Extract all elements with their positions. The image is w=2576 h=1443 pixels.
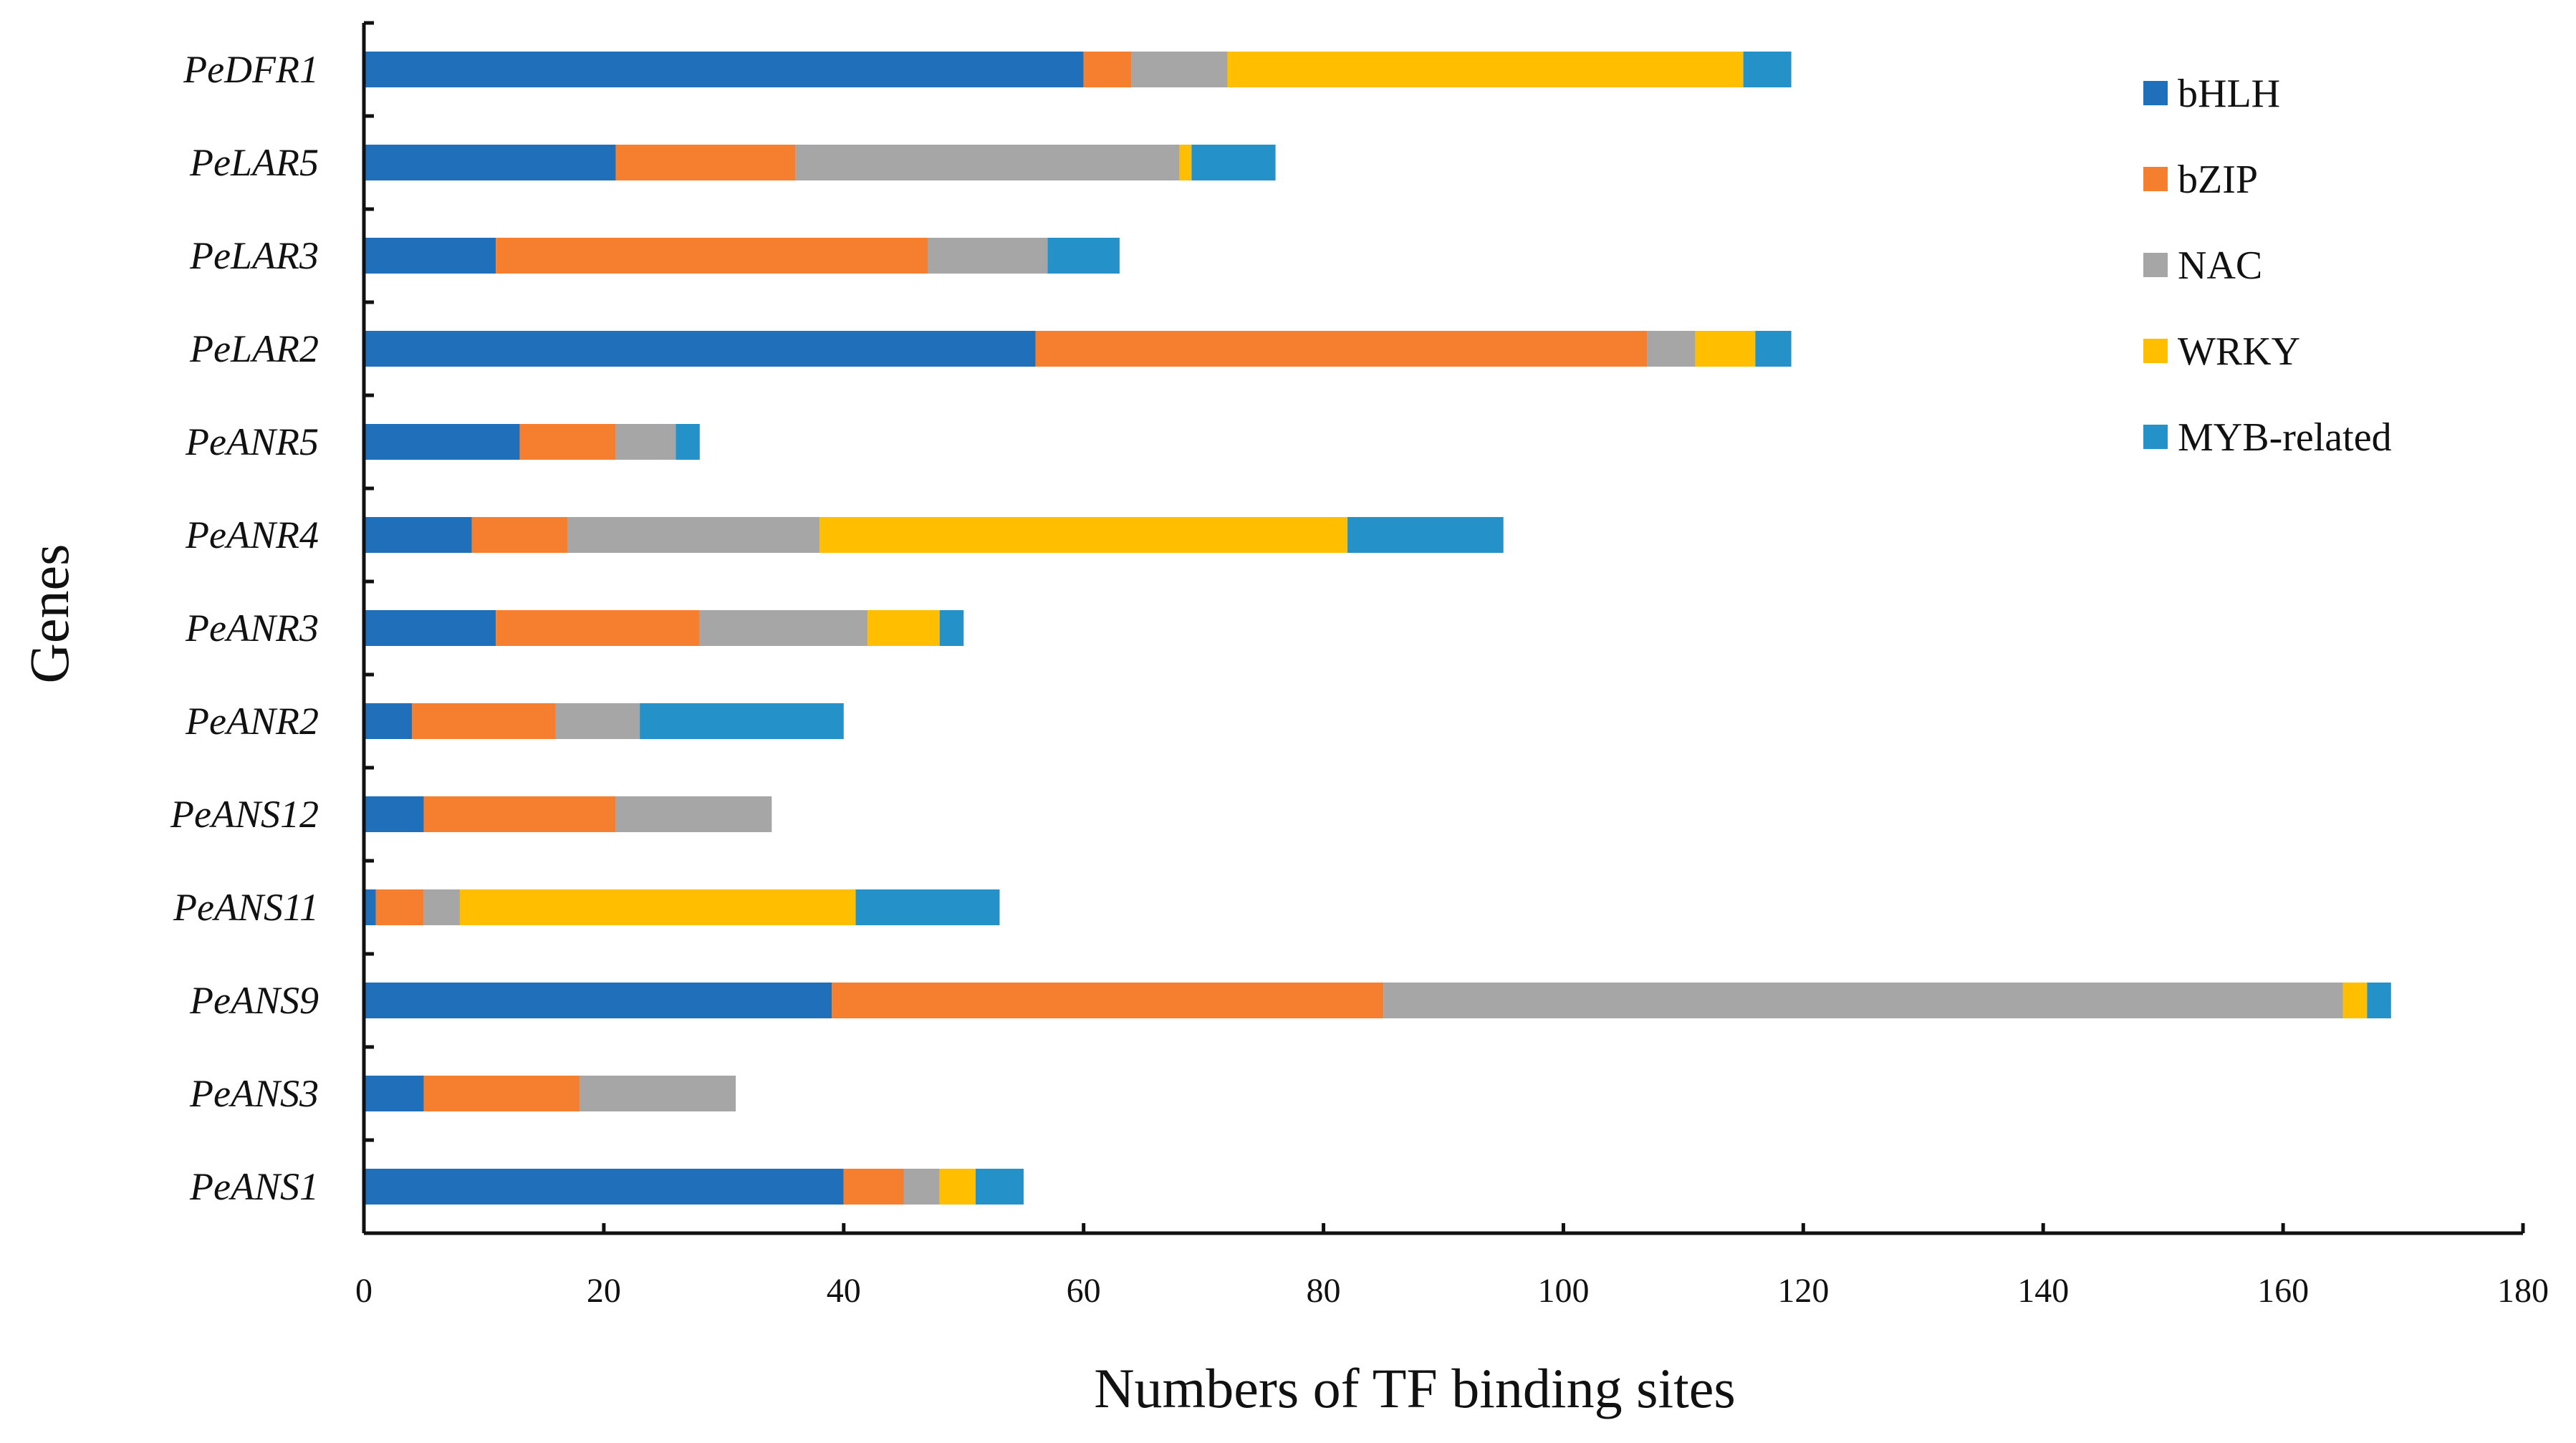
legend: bHLH bZIP NAC WRKY MYB-related (2143, 72, 2392, 460)
bar-PeANR4-bHLH (364, 517, 472, 553)
bar-PeANR2-MYB-related (640, 703, 844, 739)
bar-PeANR5-MYB-related (676, 424, 700, 460)
gene-label-PeANS3: PeANS3 (189, 1072, 319, 1115)
x-tick-label-120: 120 (1777, 1272, 1829, 1310)
legend-swatch-bHLH (2143, 81, 2168, 105)
bar-PeDFR1-bHLH (364, 52, 1084, 87)
x-tick-label-160: 160 (2257, 1272, 2309, 1310)
axes-layer: PeDFR1 PeLAR5 PeLAR3 PeLAR2 PeANR5 PeANR4 PeAN… (170, 21, 2549, 1310)
gene-label-PeANS12: PeANS12 (170, 793, 319, 836)
gene-label-PeANS9: PeANS9 (189, 979, 319, 1022)
bar-PeANR5-NAC (615, 424, 676, 460)
bar-PeANS1-WRKY (939, 1169, 976, 1205)
x-tick-label-0: 0 (355, 1272, 373, 1310)
bar-PeANS12-NAC (615, 796, 772, 832)
bar-PeANS3-NAC (580, 1076, 736, 1111)
gene-label-PeANR5: PeANR5 (185, 420, 319, 463)
bar-PeDFR1-bZIP (1083, 52, 1132, 87)
bar-PeDFR1-WRKY (1227, 52, 1744, 87)
bar-PeANS12-bHLH (364, 796, 424, 832)
bar-PeLAR5-bHLH (364, 145, 616, 180)
bar-PeLAR2-bZIP (1035, 331, 1648, 367)
bar-PeANS11-bZIP (375, 889, 424, 925)
x-tick-label-100: 100 (1537, 1272, 1589, 1310)
bar-PeLAR2-MYB-related (1755, 331, 1792, 367)
x-tick-label-80: 80 (1307, 1272, 1341, 1310)
bar-PeLAR3-NAC (927, 238, 1048, 274)
legend-label-WRKY: WRKY (2178, 329, 2300, 374)
bar-PeANS11-WRKY (459, 889, 856, 925)
legend-swatch-NAC (2143, 253, 2168, 277)
bar-PeANR2-bHLH (364, 703, 412, 739)
gene-label-PeLAR5: PeLAR5 (189, 141, 319, 184)
x-tick-label-180: 180 (2497, 1272, 2549, 1310)
bar-PeANR4-MYB-related (1347, 517, 1504, 553)
legend-label-bZIP: bZIP (2178, 158, 2258, 202)
x-tick-label-40: 40 (827, 1272, 861, 1310)
legend-swatch-bZIP (2143, 167, 2168, 191)
x-axis-title: Numbers of TF binding sites (1094, 1357, 1736, 1419)
bar-PeANS11-MYB-related (855, 889, 1000, 925)
gene-label-PeANR3: PeANR3 (185, 607, 319, 650)
bar-PeANS9-WRKY (2342, 983, 2368, 1018)
bar-PeLAR5-bZIP (615, 145, 796, 180)
gene-label-PeLAR3: PeLAR3 (189, 234, 319, 277)
bar-PeLAR2-bHLH (364, 331, 1036, 367)
bar-PeANR4-bZIP (471, 517, 568, 553)
gene-label-PeANR2: PeANR2 (185, 700, 319, 743)
bar-PeANS9-MYB-related (2367, 983, 2391, 1018)
bars-layer (364, 52, 2391, 1205)
bar-PeANR3-bZIP (496, 610, 700, 646)
bar-PeLAR3-bHLH (364, 238, 496, 274)
bar-PeANR2-NAC (555, 703, 640, 739)
bar-PeLAR3-bZIP (496, 238, 928, 274)
bar-PeANS11-NAC (423, 889, 460, 925)
x-tick-label-140: 140 (2017, 1272, 2069, 1310)
legend-swatch-MYB-related (2143, 425, 2168, 449)
legend-swatch-WRKY (2143, 339, 2168, 363)
bar-PeANS11-bHLH (364, 889, 376, 925)
bar-PeANS1-NAC (903, 1169, 940, 1205)
bar-PeLAR5-NAC (795, 145, 1180, 180)
gene-label-PeDFR1: PeDFR1 (183, 48, 319, 91)
gene-label-PeANS11: PeANS11 (173, 886, 319, 929)
bar-PeLAR3-MYB-related (1047, 238, 1120, 274)
x-tick-label-60: 60 (1067, 1272, 1101, 1310)
bar-PeANR4-NAC (567, 517, 820, 553)
gene-label-PeANR4: PeANR4 (185, 513, 319, 556)
bar-PeANR5-bZIP (519, 424, 616, 460)
bar-PeANR2-bZIP (411, 703, 556, 739)
legend-label-bHLH: bHLH (2178, 72, 2280, 116)
gene-label-PeANS1: PeANS1 (189, 1165, 319, 1208)
bar-PeANR3-bHLH (364, 610, 496, 646)
bar-PeANS1-bHLH (364, 1169, 844, 1205)
bar-PeANS1-bZIP (843, 1169, 904, 1205)
bar-PeANR3-NAC (699, 610, 868, 646)
bar-PeANR5-bHLH (364, 424, 520, 460)
gene-label-PeLAR2: PeLAR2 (189, 327, 319, 370)
bar-PeLAR2-NAC (1647, 331, 1696, 367)
bar-PeLAR2-WRKY (1695, 331, 1756, 367)
bar-PeLAR5-WRKY (1179, 145, 1192, 180)
bar-PeANR4-WRKY (820, 517, 1348, 553)
bar-PeDFR1-NAC (1131, 52, 1228, 87)
bar-PeANS9-bHLH (364, 983, 832, 1018)
legend-label-NAC: NAC (2178, 243, 2262, 288)
bar-PeANR3-WRKY (868, 610, 940, 646)
legend-label-MYB-related: MYB-related (2178, 415, 2392, 460)
bar-PeANR3-MYB-related (939, 610, 964, 646)
bar-PeANS9-bZIP (832, 983, 1384, 1018)
bar-PeANS3-bHLH (364, 1076, 424, 1111)
bar-PeANS3-bZIP (423, 1076, 580, 1111)
bar-PeANS12-bZIP (423, 796, 616, 832)
bar-PeANS9-NAC (1383, 983, 2343, 1018)
bar-PeANS1-MYB-related (975, 1169, 1024, 1205)
y-axis-title: Genes (18, 544, 80, 684)
bar-PeLAR5-MYB-related (1191, 145, 1276, 180)
x-tick-label-20: 20 (587, 1272, 621, 1310)
bar-PeDFR1-MYB-related (1743, 52, 1792, 87)
